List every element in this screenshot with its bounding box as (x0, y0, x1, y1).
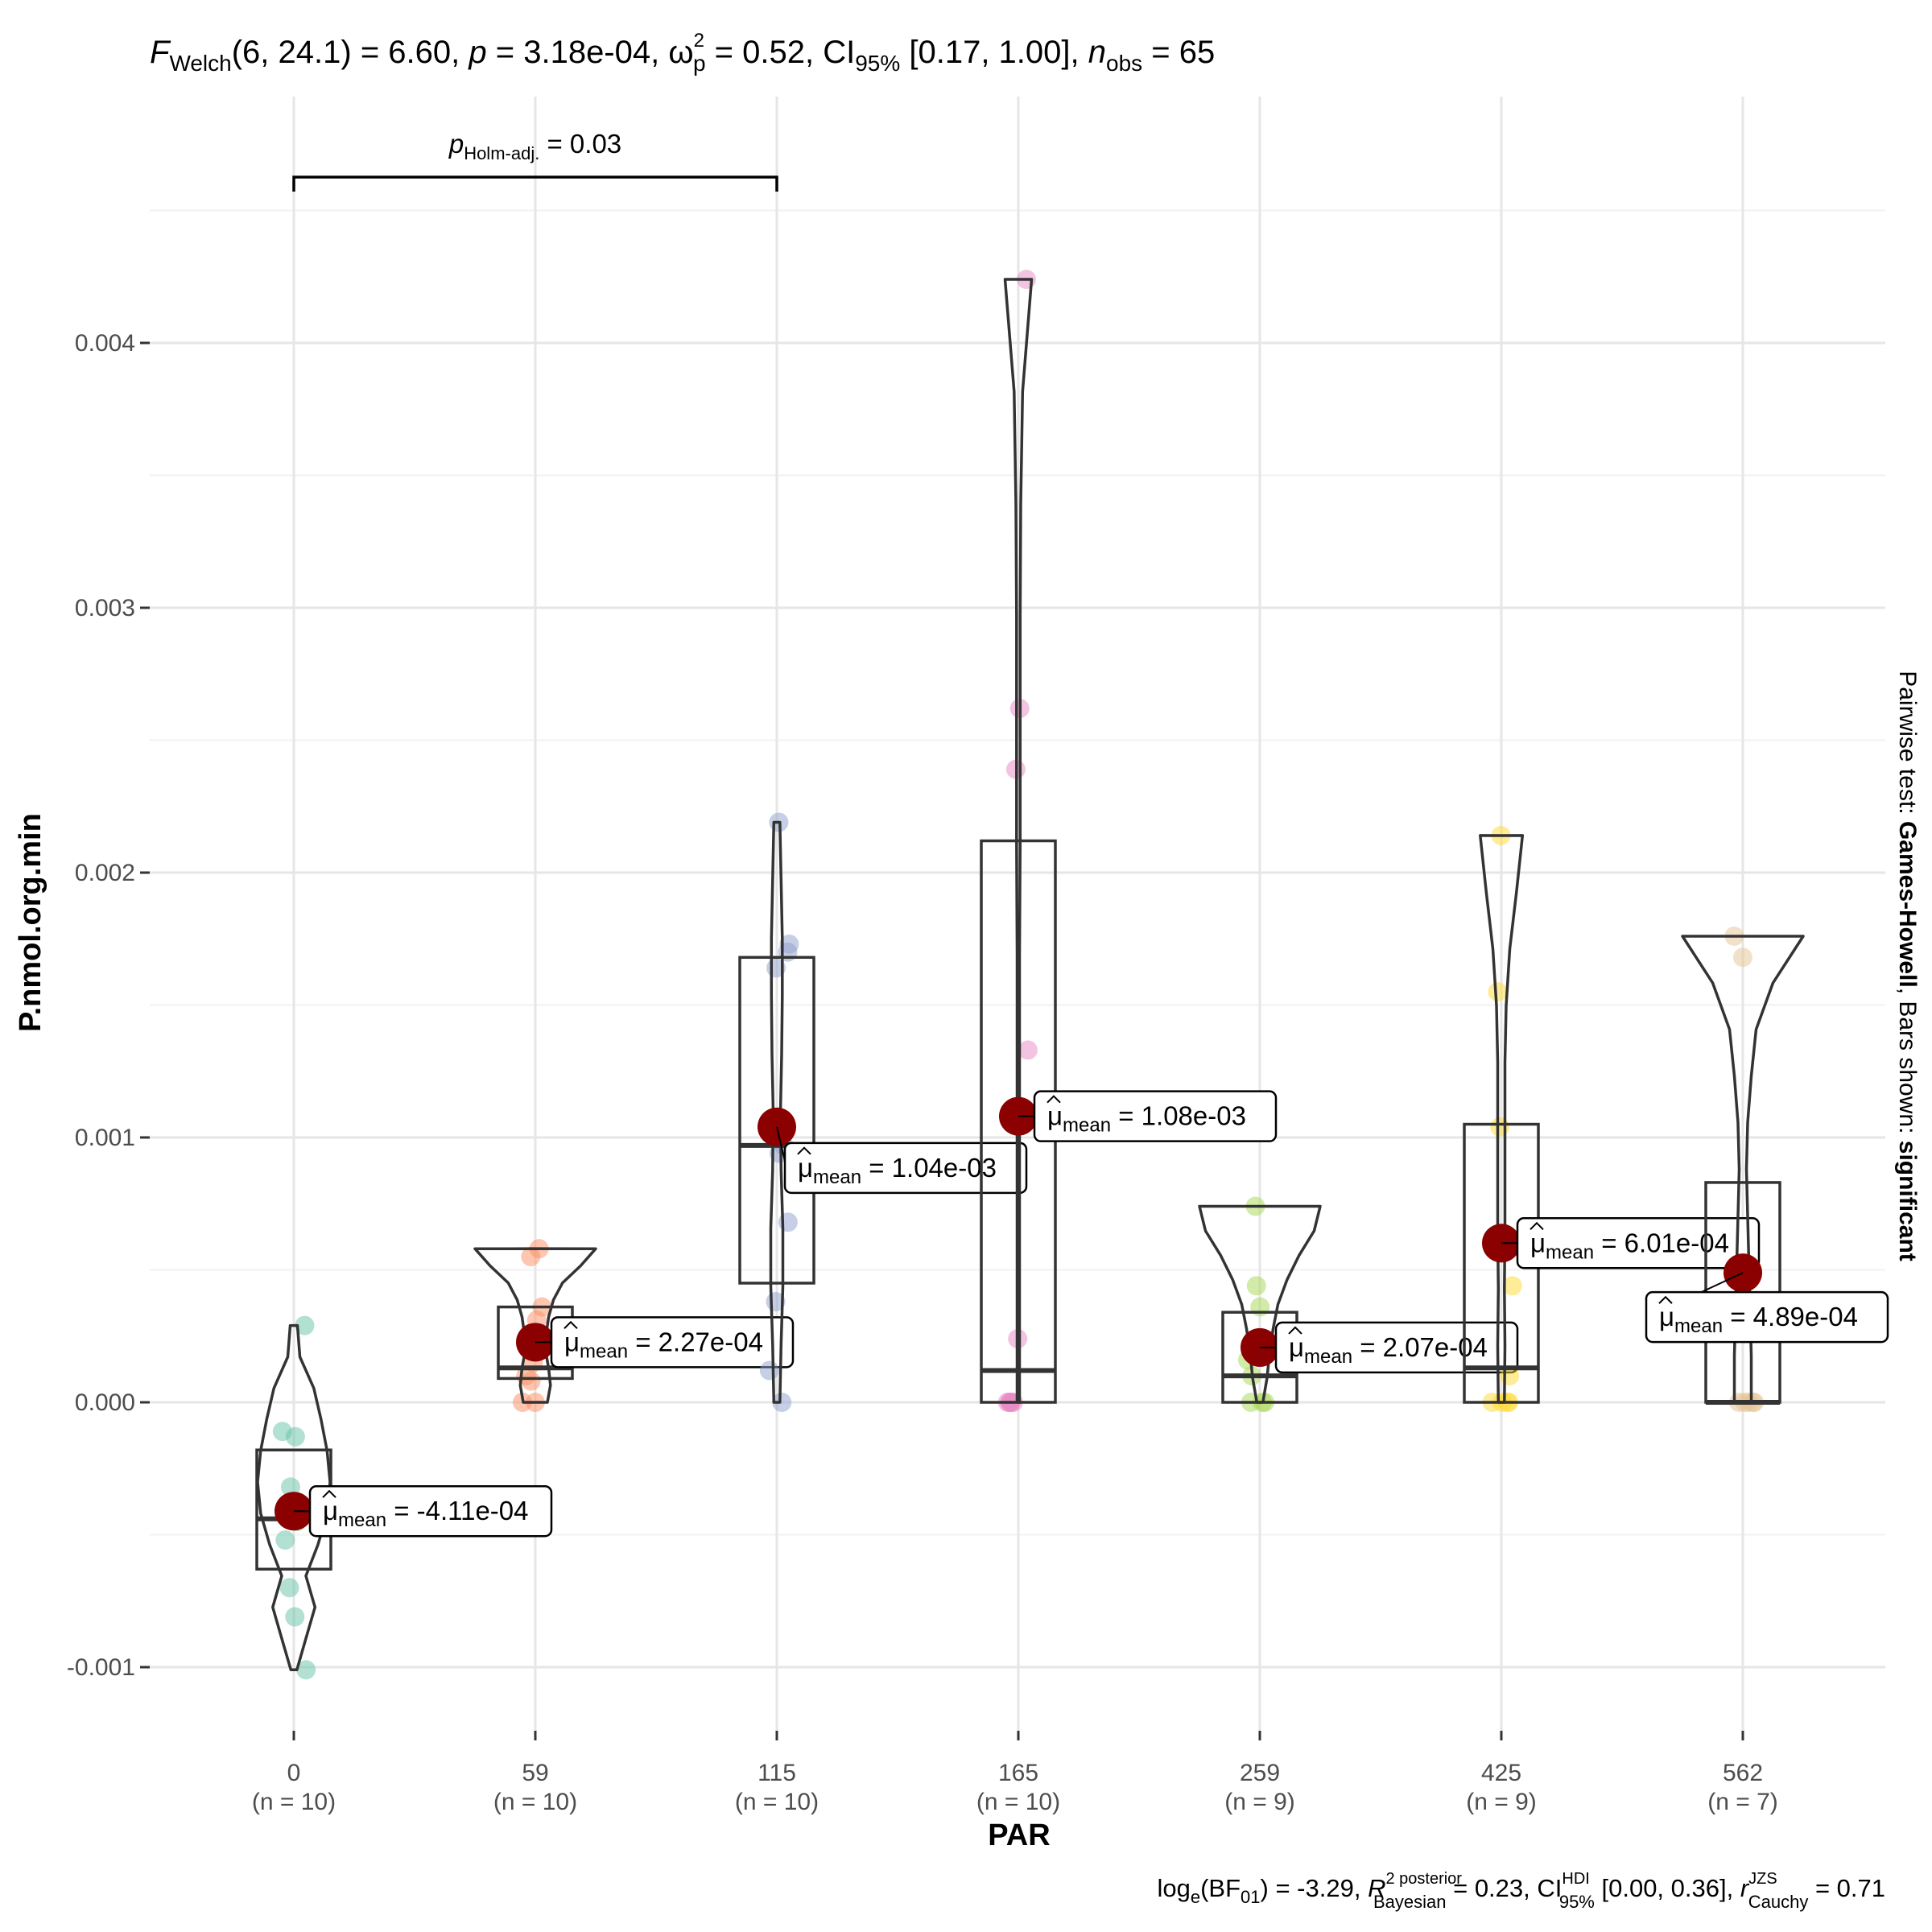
data-point (285, 1607, 305, 1627)
mean-label-box (1516, 1217, 1761, 1269)
data-point (275, 1530, 295, 1550)
mean-label: μmean = 1.04e-03 (798, 1153, 997, 1188)
axes: -0.001 0.000 0.001 0.002 0.003 0.004 0 (n = 10)… (67, 330, 1778, 1815)
violin (473, 1247, 597, 1404)
x-tick-label: 165 (998, 1760, 1038, 1786)
mean-label-hat (1288, 1326, 1302, 1335)
y-tick-label: 0.003 (75, 595, 135, 621)
data-point (759, 1360, 779, 1381)
mean-label-box (1033, 1090, 1278, 1142)
group-59: μmean = 2.27e-04 (473, 1239, 795, 1412)
x-tick-label: 562 (1723, 1760, 1763, 1786)
y-axis-title: P.nmol.org.min (14, 813, 47, 1032)
group-165: μmean = 1.08e-03 (980, 270, 1278, 1412)
mean-label-box (1274, 1321, 1519, 1374)
x-axis-title: PAR (988, 1818, 1050, 1852)
data-point (1246, 1276, 1266, 1296)
mean-label-hat (1046, 1095, 1061, 1104)
y-tick-label: 0.000 (75, 1389, 135, 1416)
data-point (1018, 1040, 1038, 1060)
box (738, 956, 815, 1285)
violin (256, 1323, 332, 1672)
y-tick-label: 0.002 (75, 860, 135, 886)
data-point (521, 1371, 541, 1391)
mean-label: μmean = 1.08e-03 (1047, 1101, 1246, 1137)
mean-label: μmean = 2.27e-04 (564, 1327, 763, 1362)
mean-label: μmean = -4.11e-04 (323, 1496, 529, 1531)
data-point (280, 1477, 300, 1497)
x-tick-n-label: (n = 10) (493, 1789, 577, 1815)
grid (150, 97, 1885, 1731)
y-tick-label: 0.001 (75, 1125, 135, 1151)
x-tick-label: 115 (758, 1760, 796, 1786)
mean-label-hat (1658, 1295, 1673, 1304)
x-tick-label: 259 (1240, 1760, 1280, 1786)
data-point (279, 1578, 299, 1598)
chart-caption: loge(BF01) = -3.29, R2 posterior Bayesian… (1157, 1870, 1885, 1912)
significance-label: pHolm-adj. = 0.03 (448, 129, 621, 163)
chart-subtitle: FWelch(6, 24.1) = 6.60, p = 3.18e-04, ω2… (150, 30, 1215, 76)
x-tick-n-label: (n = 10) (735, 1789, 819, 1815)
x-tick-n-label: (n = 10) (976, 1789, 1060, 1815)
mean-label: μmean = 4.89e-04 (1659, 1302, 1858, 1337)
mean-label-box (783, 1141, 1028, 1195)
x-tick-n-label: (n = 7) (1707, 1789, 1778, 1815)
data-point (1250, 1297, 1270, 1317)
groups: μmean = -4.11e-04 μmean = 2.27e-04 μmean =… (255, 270, 1889, 1680)
y-tick-label: 0.004 (75, 330, 135, 357)
mean-label-hat (1530, 1221, 1544, 1230)
data-point (521, 1247, 541, 1267)
mean-label-hat (322, 1489, 336, 1498)
significance-bars: pHolm-adj. = 0.03 (292, 129, 778, 192)
significance-bar (292, 175, 778, 192)
data-point (285, 1426, 305, 1447)
group-0: μmean = -4.11e-04 (255, 1315, 553, 1680)
group-562: μmean = 4.89e-04 (1645, 926, 1889, 1412)
x-tick-n-label: (n = 9) (1224, 1789, 1295, 1815)
data-point (296, 1660, 316, 1680)
x-tick-label: 59 (522, 1760, 548, 1786)
data-point (1490, 1117, 1510, 1137)
data-point (1502, 1276, 1522, 1296)
x-tick-label: 425 (1481, 1760, 1521, 1786)
pairwise-test-note: Pairwise test: Games-Howell, Bars shown:… (1894, 671, 1921, 1261)
group-259: μmean = 2.07e-04 (1198, 1196, 1519, 1412)
x-tick-n-label: (n = 10) (252, 1789, 336, 1815)
group-115: μmean = 1.04e-03 (738, 812, 1028, 1412)
mean-label: μmean = 2.07e-04 (1289, 1332, 1488, 1368)
y-tick-label: -0.001 (67, 1654, 135, 1681)
mean-label-box (550, 1316, 795, 1368)
mean-label-hat (797, 1146, 811, 1155)
mean-label-box (1645, 1290, 1889, 1344)
mean-label-hat (564, 1320, 578, 1330)
data-point (295, 1315, 315, 1335)
data-point (1732, 947, 1752, 968)
x-tick-label: 0 (287, 1760, 301, 1786)
data-point (772, 1393, 792, 1412)
mean-label-box (308, 1484, 553, 1538)
violin (769, 820, 785, 1404)
data-point (1488, 982, 1508, 1002)
x-tick-n-label: (n = 9) (1466, 1789, 1537, 1815)
